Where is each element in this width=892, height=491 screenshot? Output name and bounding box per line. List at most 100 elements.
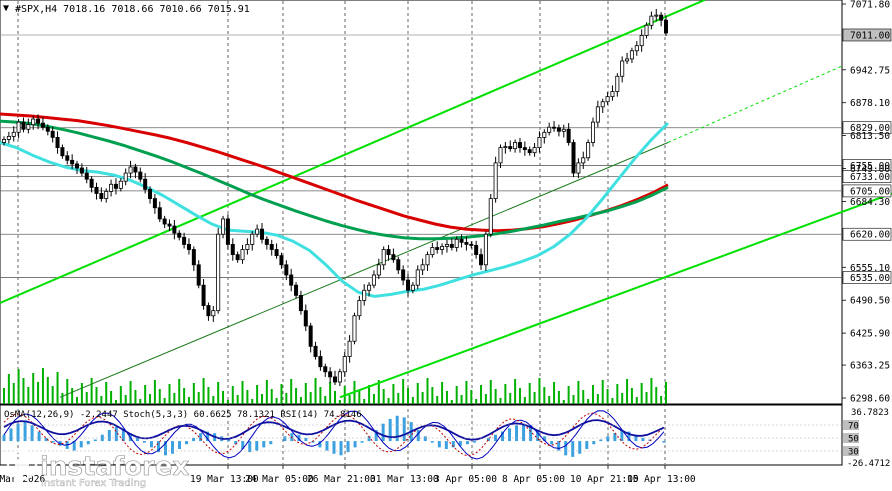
level-label-3: 6733.00: [850, 172, 890, 183]
candle-body-130: [634, 45, 639, 52]
candle-body-28: [138, 171, 143, 180]
ma-line-0: [0, 112, 669, 233]
candle-body-85: [415, 269, 420, 286]
candle-body-39: [191, 249, 196, 266]
candle-body-54: [264, 238, 269, 245]
level-tag-6: [842, 271, 892, 284]
time-label-4: 31 Mar 13:00: [370, 474, 439, 485]
price-panel: [0, 0, 843, 405]
candle-body-11: [55, 137, 60, 148]
price-tick-label-9: 6363.25: [850, 361, 890, 372]
candle-body-127: [620, 60, 625, 77]
candle-body-135: [659, 14, 664, 21]
candle-body-20: [99, 193, 104, 199]
candle-body-97: [474, 245, 479, 256]
candle-body-96: [469, 244, 474, 246]
candle-body-26: [128, 166, 133, 174]
candle-body-88: [430, 247, 435, 256]
candle-body-4: [21, 121, 26, 130]
candle-body-0: [2, 139, 7, 143]
candle-body-61: [298, 294, 303, 312]
price-tick-label-3: 6813.50: [850, 131, 890, 142]
candle-body-122: [595, 106, 600, 123]
candle-body-35: [172, 225, 177, 234]
candle-body-60: [294, 284, 299, 296]
price-tick-label-2: 6878.10: [850, 98, 890, 109]
candle-body-2: [11, 131, 16, 137]
price-tick-label-4: 6749.00: [850, 164, 890, 175]
candle-body-126: [615, 75, 620, 92]
candle-body-71: [347, 340, 352, 357]
candle-body-43: [211, 310, 216, 317]
ind-level-tag-2: [843, 446, 859, 456]
level-label-0: 7011.00: [850, 30, 890, 41]
candle-body-82: [401, 269, 406, 281]
window-menu-icon[interactable]: ▼: [3, 3, 9, 14]
time-label-3: 26 Mar 21:00: [307, 474, 376, 485]
candle-body-42: [206, 305, 211, 317]
price-tick-label-5: 6684.30: [850, 197, 890, 208]
candle-body-34: [167, 223, 172, 227]
moving-averages: [0, 112, 670, 298]
level-label-2: 6755.00: [850, 161, 890, 172]
candle-body-47: [230, 244, 235, 256]
candle-body-136: [664, 19, 669, 34]
ind-tick-bottom: -26.4712: [847, 459, 890, 469]
level-tag-0: [842, 28, 892, 42]
price-tick-label-1: 6942.75: [850, 65, 890, 76]
candle-body-108: [527, 149, 532, 154]
candle-body-49: [240, 249, 245, 261]
candle-body-121: [590, 121, 595, 143]
volume-bars: [3, 368, 667, 404]
candle-body-118: [576, 162, 581, 174]
trend-channel: [0, 0, 892, 399]
candle-body-27: [133, 166, 138, 173]
candle-body-100: [488, 198, 493, 235]
candle-body-52: [255, 228, 260, 235]
time-label-6: 8 Apr 05:00: [502, 474, 565, 485]
price-tick-label-0: 7071.80: [850, 0, 890, 11]
candle-body-107: [522, 147, 527, 151]
ind-level-tag-0: [843, 420, 859, 430]
candle-body-17: [84, 172, 89, 180]
candle-body-24: [118, 180, 123, 189]
candle-body-8: [40, 122, 45, 128]
candle-body-6: [31, 118, 36, 126]
candle-body-46: [225, 218, 230, 245]
candle-body-99: [483, 233, 488, 266]
indicator-axis: 70 50 30 36.7823 -26.4712: [843, 408, 890, 469]
level-label-6: 6535.00: [850, 273, 890, 284]
candle-body-67: [328, 371, 333, 378]
candle-body-78: [381, 249, 386, 266]
candle-body-134: [654, 14, 659, 17]
brand-tagline: Instant Forex Trading: [41, 478, 146, 489]
candle-body-81: [396, 259, 401, 271]
candle-body-72: [352, 315, 357, 342]
time-label-8: 15 Apr 13:00: [627, 474, 696, 485]
candle-body-125: [610, 91, 615, 98]
channel-mid: [59, 142, 669, 398]
candle-body-63: [308, 325, 313, 347]
candle-body-51: [250, 233, 255, 245]
candle-body-62: [303, 310, 308, 327]
candle-body-89: [435, 247, 440, 250]
candle-body-115: [561, 128, 566, 132]
time-label-7: 10 Apr 21:00: [570, 474, 639, 485]
instaforex-logo: instaforex Instant Forex Trading: [6, 449, 190, 489]
candle-body-32: [157, 207, 162, 220]
candle-body-16: [79, 167, 84, 174]
candle-body-69: [337, 371, 342, 383]
candle-body-90: [440, 246, 445, 250]
candle-body-124: [605, 96, 610, 103]
candle-body-113: [552, 126, 557, 129]
candle-body-1: [6, 135, 11, 140]
level-label-4: 6705.00: [850, 186, 890, 197]
ind-level-label-2: 30: [848, 448, 859, 458]
candle-body-101: [493, 162, 498, 199]
candle-body-103: [503, 146, 508, 148]
indicator-plots: [0, 410, 842, 460]
candle-body-59: [289, 274, 294, 286]
candle-body-66: [323, 366, 328, 373]
